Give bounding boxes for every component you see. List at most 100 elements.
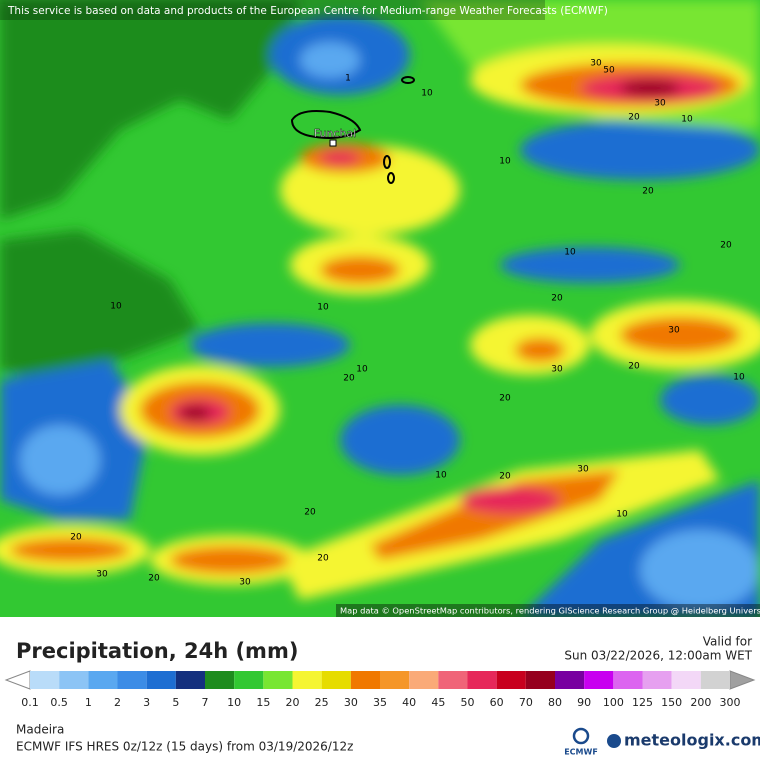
notice-bg <box>0 0 545 20</box>
level-label: 0.1 <box>21 696 39 709</box>
level-label: 15 <box>256 696 270 709</box>
level-label: 35 <box>373 696 387 709</box>
level-label: 50 <box>461 696 475 709</box>
color-box <box>321 671 351 689</box>
color-box <box>59 671 89 689</box>
contour-label: 10 <box>435 471 447 481</box>
level-label: 60 <box>490 696 504 709</box>
level-label: 2 <box>114 696 121 709</box>
contour-label: 20 <box>628 362 640 372</box>
contour-label: 20 <box>642 187 654 197</box>
attribution-bg <box>336 604 760 617</box>
color-box <box>496 671 526 689</box>
color-box <box>292 671 322 689</box>
level-label: 3 <box>143 696 150 709</box>
contour-label: 30 <box>590 59 602 69</box>
level-label: 80 <box>548 696 562 709</box>
contour-label: 20 <box>499 472 511 482</box>
model-info: ECMWF IFS HRES 0z/12z (15 days) from 03/… <box>16 740 353 754</box>
island-outline <box>387 172 395 184</box>
level-label: 150 <box>661 696 682 709</box>
level-label: 7 <box>202 696 209 709</box>
level-label: 100 <box>603 696 624 709</box>
contour-label: 10 <box>421 89 433 99</box>
level-label: 40 <box>402 696 416 709</box>
contour-label: 10 <box>564 248 576 258</box>
contour-label: 30 <box>577 465 589 475</box>
level-label: 0.5 <box>50 696 68 709</box>
level-label: 10 <box>227 696 241 709</box>
contour-label: 30 <box>239 578 251 588</box>
contour-label: 50 <box>603 66 615 76</box>
valid-time: Sun 03/22/2026, 12:00am WET <box>564 649 752 663</box>
contour-label: 20 <box>304 508 316 518</box>
island-outline <box>401 76 415 84</box>
contour-label: 20 <box>720 241 732 251</box>
color-box <box>525 671 555 689</box>
place-label: Funchal <box>314 127 357 140</box>
color-box <box>584 671 614 689</box>
contour-label: 10 <box>733 373 745 383</box>
color-box <box>671 671 701 689</box>
contour-label: 10 <box>356 365 368 375</box>
attribution: Map data © OpenStreetMap contributors, r… <box>340 606 760 616</box>
level-label: 300 <box>720 696 741 709</box>
contour-label: 20 <box>628 113 640 123</box>
level-label: 45 <box>431 696 445 709</box>
color-box <box>263 671 293 689</box>
color-box <box>234 671 264 689</box>
contour-label: 20 <box>499 394 511 404</box>
color-box <box>642 671 672 689</box>
contour-label: 10 <box>317 303 329 313</box>
legend: Precipitation, 24h (mm) Valid for Sun 03… <box>4 635 760 757</box>
contour-label: 30 <box>96 570 108 580</box>
level-label: 25 <box>315 696 329 709</box>
level-label: 125 <box>632 696 653 709</box>
island-outline <box>383 155 391 169</box>
level-label: 5 <box>172 696 179 709</box>
legend-title: Precipitation, 24h (mm) <box>16 639 298 663</box>
level-label: 200 <box>690 696 711 709</box>
island-outline <box>290 110 362 139</box>
ecmwf-logo <box>572 727 590 745</box>
contour-label: 10 <box>110 302 122 312</box>
contour-label: 10 <box>499 157 511 167</box>
region: Madeira <box>16 723 64 737</box>
contour-label: 30 <box>551 365 563 375</box>
color-box <box>700 671 730 689</box>
contour-label: 20 <box>70 533 82 543</box>
map: Funchal This service is based on data an… <box>0 0 760 617</box>
under-arrow <box>4 670 31 690</box>
level-label: 90 <box>577 696 591 709</box>
level-label: 30 <box>344 696 358 709</box>
contour-label: 1 <box>345 74 351 84</box>
valid-label: Valid for <box>703 635 752 649</box>
contour-label: 10 <box>616 510 628 520</box>
contour-label: 20 <box>317 554 329 564</box>
contour-label: 20 <box>343 374 355 384</box>
precip-field <box>0 0 760 617</box>
color-box <box>350 671 380 689</box>
color-box <box>88 671 118 689</box>
city-marker <box>329 139 337 147</box>
color-box <box>117 671 147 689</box>
color-box <box>146 671 176 689</box>
brand-logo <box>607 734 621 748</box>
notice: This service is based on data and produc… <box>7 5 608 17</box>
contour-label: 10 <box>681 115 693 125</box>
contour-label: 30 <box>654 99 666 109</box>
over-arrow <box>729 670 756 690</box>
contour-label: 20 <box>551 294 563 304</box>
brand[interactable]: meteologix.com <box>624 731 760 750</box>
color-box <box>467 671 497 689</box>
color-box <box>205 671 235 689</box>
contour-label: 30 <box>668 326 680 336</box>
color-box <box>613 671 643 689</box>
level-label: 20 <box>286 696 300 709</box>
color-box <box>409 671 439 689</box>
colorbar: 0.1 0.5 1 2 3 5 7 10 15 20 25 30 35 40 45 50 60 70 80 90 100… <box>4 670 756 709</box>
level-label: 70 <box>519 696 533 709</box>
level-label: 1 <box>85 696 92 709</box>
